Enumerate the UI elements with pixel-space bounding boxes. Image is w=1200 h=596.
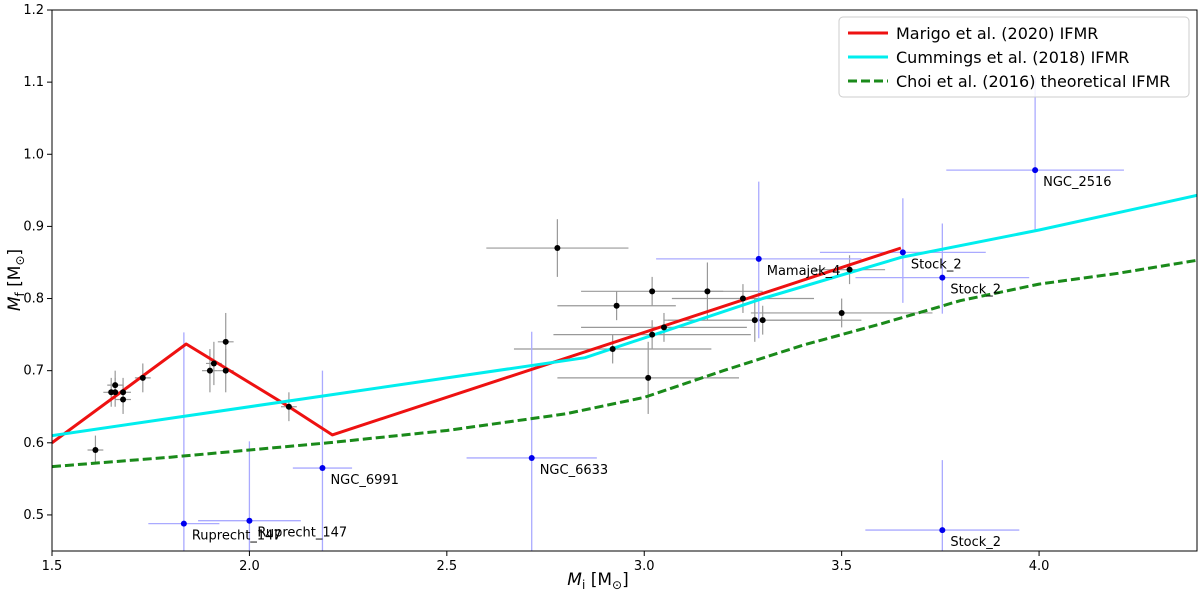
cluster-label: Stock_2 [950, 535, 1001, 550]
y-tick-label: 0.7 [23, 364, 44, 379]
blue-data-point [528, 454, 535, 461]
cluster-label: Ruprecht_147 [192, 529, 282, 544]
cluster-label: Stock_2 [950, 283, 1001, 298]
blue-data-point [246, 517, 253, 524]
black-error-bars [87, 219, 933, 465]
y-tick-label: 0.8 [23, 292, 44, 307]
series-line-1 [52, 193, 1197, 438]
y-axis-ticks: 0.5 0.6 0.7 0.8 0.9 1.0 1.1 1.2 [23, 3, 52, 523]
black-data-point [222, 367, 229, 374]
x-axis-label: Mi [M⊙] [567, 570, 628, 592]
black-data-point [554, 245, 561, 252]
cluster-label: NGC_6991 [330, 473, 398, 488]
blue-data-point [319, 465, 326, 472]
cluster-label: Stock_2 [911, 257, 962, 272]
x-tick-label: 1.5 [42, 559, 63, 574]
black-data-point [139, 374, 146, 381]
blue-data-point [899, 249, 906, 256]
black-data-point [222, 338, 229, 345]
x-tick-label: 2.5 [436, 559, 457, 574]
black-points [92, 245, 853, 454]
legend-label-cummings: Cummings et al. (2018) IFMR [896, 48, 1129, 67]
black-data-point [759, 317, 766, 324]
black-data-point [660, 324, 667, 331]
blue-data-point [939, 274, 946, 281]
x-tick-label: 4.0 [1029, 559, 1050, 574]
black-data-point [112, 382, 119, 389]
blue-data-point [939, 527, 946, 534]
x-tick-label: 2.0 [239, 559, 260, 574]
y-tick-label: 0.5 [23, 508, 44, 523]
x-axis-ticks: 1.5 2.0 2.5 3.0 3.5 4.0 [42, 551, 1050, 574]
black-data-point [649, 331, 656, 338]
y-tick-label: 1.0 [23, 147, 44, 162]
black-data-point [846, 266, 853, 273]
blue-data-point [180, 520, 187, 527]
y-axis-label: Mf [M⊙] [5, 249, 27, 311]
black-data-point [285, 403, 292, 410]
black-data-point [613, 302, 620, 309]
black-data-point [751, 317, 758, 324]
black-data-point [210, 360, 217, 367]
black-data-point [206, 367, 213, 374]
legend-box [838, 16, 1190, 98]
x-tick-label: 3.0 [634, 559, 655, 574]
blue-points [180, 167, 1039, 534]
legend: Marigo et al. (2020) IFMR Cummings et al… [838, 16, 1190, 98]
black-data-point [92, 447, 99, 454]
blue-error-bars [148, 76, 1124, 551]
black-data-point [120, 396, 127, 403]
cluster-label: Mamajek_4 [767, 264, 841, 279]
y-tick-label: 1.1 [23, 75, 44, 90]
black-data-point [609, 346, 616, 353]
ifmr-lines [52, 193, 1197, 469]
black-data-point [645, 374, 652, 381]
black-data-point [649, 288, 656, 295]
black-data-point [112, 389, 119, 396]
series-line-2 [52, 258, 1197, 469]
x-tick-label: 3.5 [831, 559, 852, 574]
black-data-point [704, 288, 711, 295]
black-data-point [838, 309, 845, 316]
axes-frame [51, 9, 1198, 552]
blue-data-point [1032, 167, 1039, 174]
blue-data-point [755, 255, 762, 262]
legend-label-choi: Choi et al. (2016) theoretical IFMR [896, 72, 1170, 91]
cluster-label: NGC_6633 [540, 463, 608, 478]
y-tick-label: 0.6 [23, 436, 44, 451]
black-data-point [739, 295, 746, 302]
black-data-point [120, 389, 127, 396]
legend-label-marigo: Marigo et al. (2020) IFMR [896, 24, 1098, 43]
y-tick-label: 1.2 [23, 3, 44, 18]
y-tick-label: 0.9 [23, 219, 44, 234]
cluster-label: NGC_2516 [1043, 175, 1111, 190]
cluster-label: Ruprecht_147 [257, 526, 347, 541]
